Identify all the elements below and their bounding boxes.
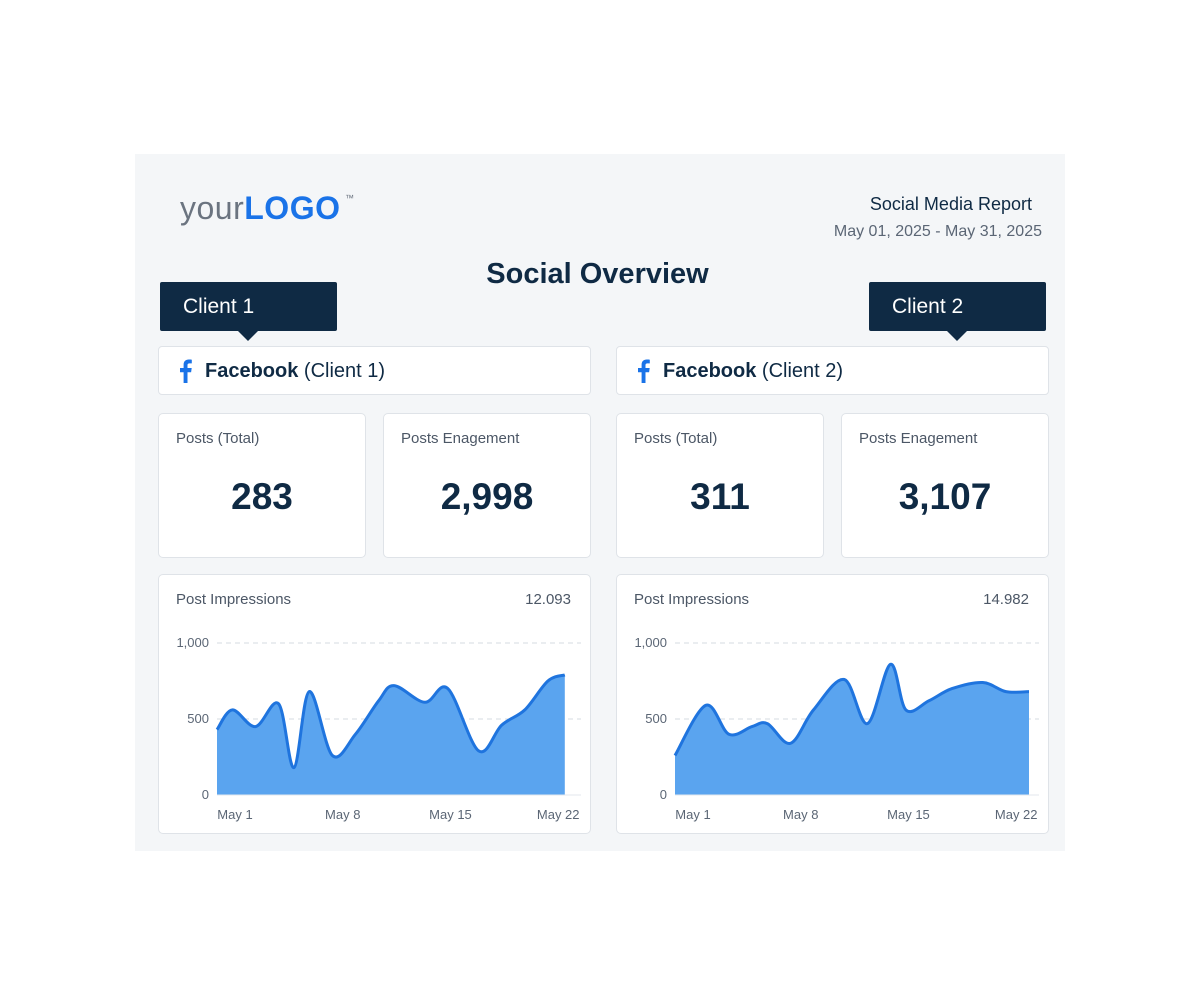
posts-value: 283 <box>231 476 293 517</box>
client-2-tab-pointer <box>946 330 968 341</box>
client-2-engagement-card: Posts Enagement 3,107 <box>841 413 1049 558</box>
impressions-total: 14.982 <box>983 591 1029 608</box>
x-tick-label: May 8 <box>325 807 360 822</box>
x-tick-label: May 22 <box>537 807 580 822</box>
x-tick-label: May 1 <box>675 807 710 822</box>
engagement-label: Posts Enagement <box>859 430 978 447</box>
engagement-value: 3,107 <box>898 476 992 517</box>
impressions-chart: 0 500 1,000 May 1 May 8 May 15 May 22 <box>634 635 1039 822</box>
posts-label: Posts (Total) <box>176 430 260 447</box>
impressions-line <box>215 673 566 770</box>
impressions-chart: 0 500 1,000 May 1 May 8 May 15 May 22 <box>176 635 581 822</box>
client-1-engagement-card: Posts Enagement 2,998 <box>383 413 591 558</box>
client-1-platform-header: Facebook (Client 1) <box>158 346 591 395</box>
logo-text-your: your <box>180 190 245 226</box>
client-1-posts-card: Posts (Total) 283 <box>158 413 366 558</box>
facebook-icon <box>638 359 650 383</box>
y-tick-label: 1,000 <box>634 635 667 650</box>
x-tick-label: May 8 <box>783 807 818 822</box>
y-tick-label: 500 <box>187 711 209 726</box>
impressions-area <box>217 674 565 795</box>
y-tick-label: 500 <box>645 711 667 726</box>
engagement-label: Posts Enagement <box>401 430 520 447</box>
y-tick-label: 0 <box>202 787 209 802</box>
brand-logo: yourLOGO ™ <box>180 190 354 227</box>
client-2-tab[interactable]: Client 2 <box>869 282 1046 341</box>
logo-trademark: ™ <box>344 193 355 203</box>
client-1-tab[interactable]: Client 1 <box>160 282 337 341</box>
client-2-impressions-card: 0 500 1,000 May 1 May 8 May 15 May 22 Post Imp… <box>616 574 1049 834</box>
posts-label: Posts (Total) <box>634 430 718 447</box>
client-2-platform-name: Facebook (Client 2) <box>663 360 844 382</box>
client-2-tab-label: Client 2 <box>892 295 964 318</box>
facebook-icon <box>180 359 192 383</box>
y-tick-label: 1,000 <box>176 635 209 650</box>
x-tick-label: May 1 <box>217 807 252 822</box>
client-2-platform-header: Facebook (Client 2) <box>616 346 1049 395</box>
client-1-tab-label: Client 1 <box>183 295 255 318</box>
client-1-impressions-card: 0 500 1,000 May 1 May 8 May 15 May 22 Post Imp… <box>158 574 591 834</box>
report-title: Social Media Report <box>869 194 1032 214</box>
posts-value: 311 <box>690 476 750 517</box>
client-1-platform-name: Facebook (Client 1) <box>205 360 386 382</box>
x-tick-label: May 15 <box>429 807 472 822</box>
page-title: Social Overview <box>486 258 709 290</box>
logo-text-mark: LOGO <box>244 190 341 226</box>
client-1-tab-pointer <box>237 330 259 341</box>
x-tick-label: May 15 <box>887 807 930 822</box>
impressions-label: Post Impressions <box>176 591 292 608</box>
impressions-total: 12.093 <box>525 591 571 608</box>
client-2-posts-card: Posts (Total) 311 <box>616 413 824 558</box>
engagement-value: 2,998 <box>440 476 534 517</box>
impressions-label: Post Impressions <box>634 591 750 608</box>
impressions-area <box>675 664 1029 795</box>
y-tick-label: 0 <box>660 787 667 802</box>
impressions-line <box>673 662 1030 757</box>
report-date-range: May 01, 2025 - May 31, 2025 <box>833 223 1042 240</box>
x-tick-label: May 22 <box>995 807 1038 822</box>
